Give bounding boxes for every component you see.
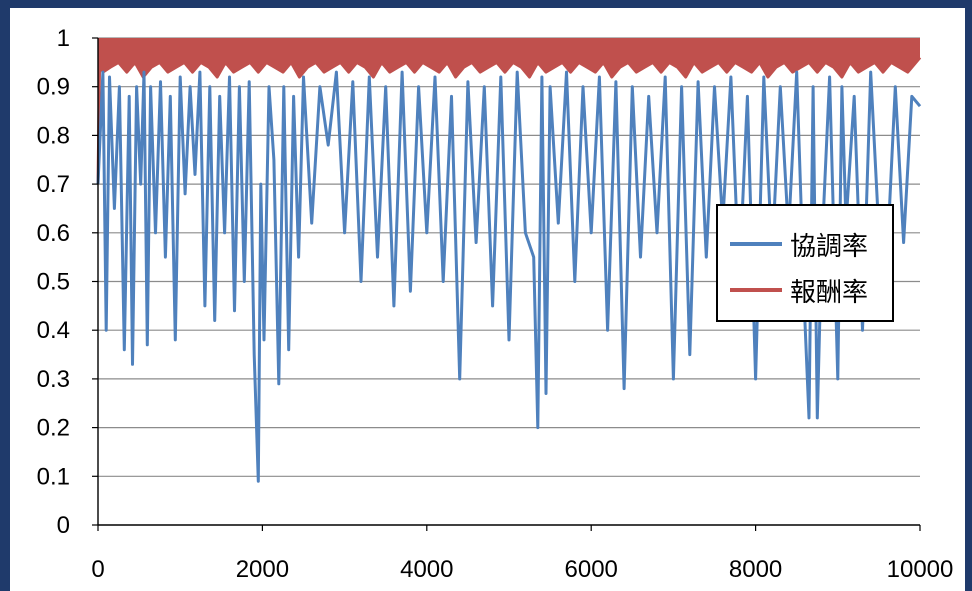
y-tick-label: 0.6	[37, 220, 70, 247]
legend-item-coordination: 協調率	[730, 224, 868, 264]
y-tick-label: 0.9	[37, 74, 70, 101]
y-tick-label: 0.7	[37, 171, 70, 198]
x-tick-label: 4000	[400, 556, 453, 583]
x-tick-label: 10000	[887, 556, 954, 583]
legend-swatch-reward	[730, 288, 782, 292]
y-tick-label: 1	[57, 25, 70, 52]
y-tick-label: 0.3	[37, 366, 70, 393]
legend-label-reward: 報酬率	[790, 277, 869, 308]
y-tick-label: 0.1	[37, 463, 70, 490]
legend-swatch-coordination	[730, 242, 782, 246]
x-axis-ticks: 0 2000 4000 6000 8000 10000	[91, 525, 953, 583]
y-tick-label: 0	[57, 512, 70, 539]
series-line-reward	[96, 56, 922, 185]
chart-frame: 0 0.1 0.2 0.3 0.4 0.5 0.6 0.7 0.8 0.9 1 0 2000 4000 6…	[10, 8, 965, 591]
x-tick-label: 6000	[565, 556, 618, 583]
legend-item-reward: 報酬率	[730, 270, 868, 310]
y-axis-ticks: 0 0.1 0.2 0.3 0.4 0.5 0.6 0.7 0.8 0.9 1	[37, 25, 98, 539]
y-tick-label: 0.8	[37, 122, 70, 149]
x-tick-label: 8000	[729, 556, 782, 583]
legend: 協調率 報酬率	[716, 204, 894, 322]
y-tick-label: 0.2	[37, 415, 70, 442]
x-tick-label: 0	[91, 556, 104, 583]
y-tick-label: 0.5	[37, 269, 70, 296]
x-tick-label: 2000	[236, 556, 289, 583]
y-tick-label: 0.4	[37, 317, 70, 344]
legend-label-coordination: 協調率	[790, 231, 869, 262]
